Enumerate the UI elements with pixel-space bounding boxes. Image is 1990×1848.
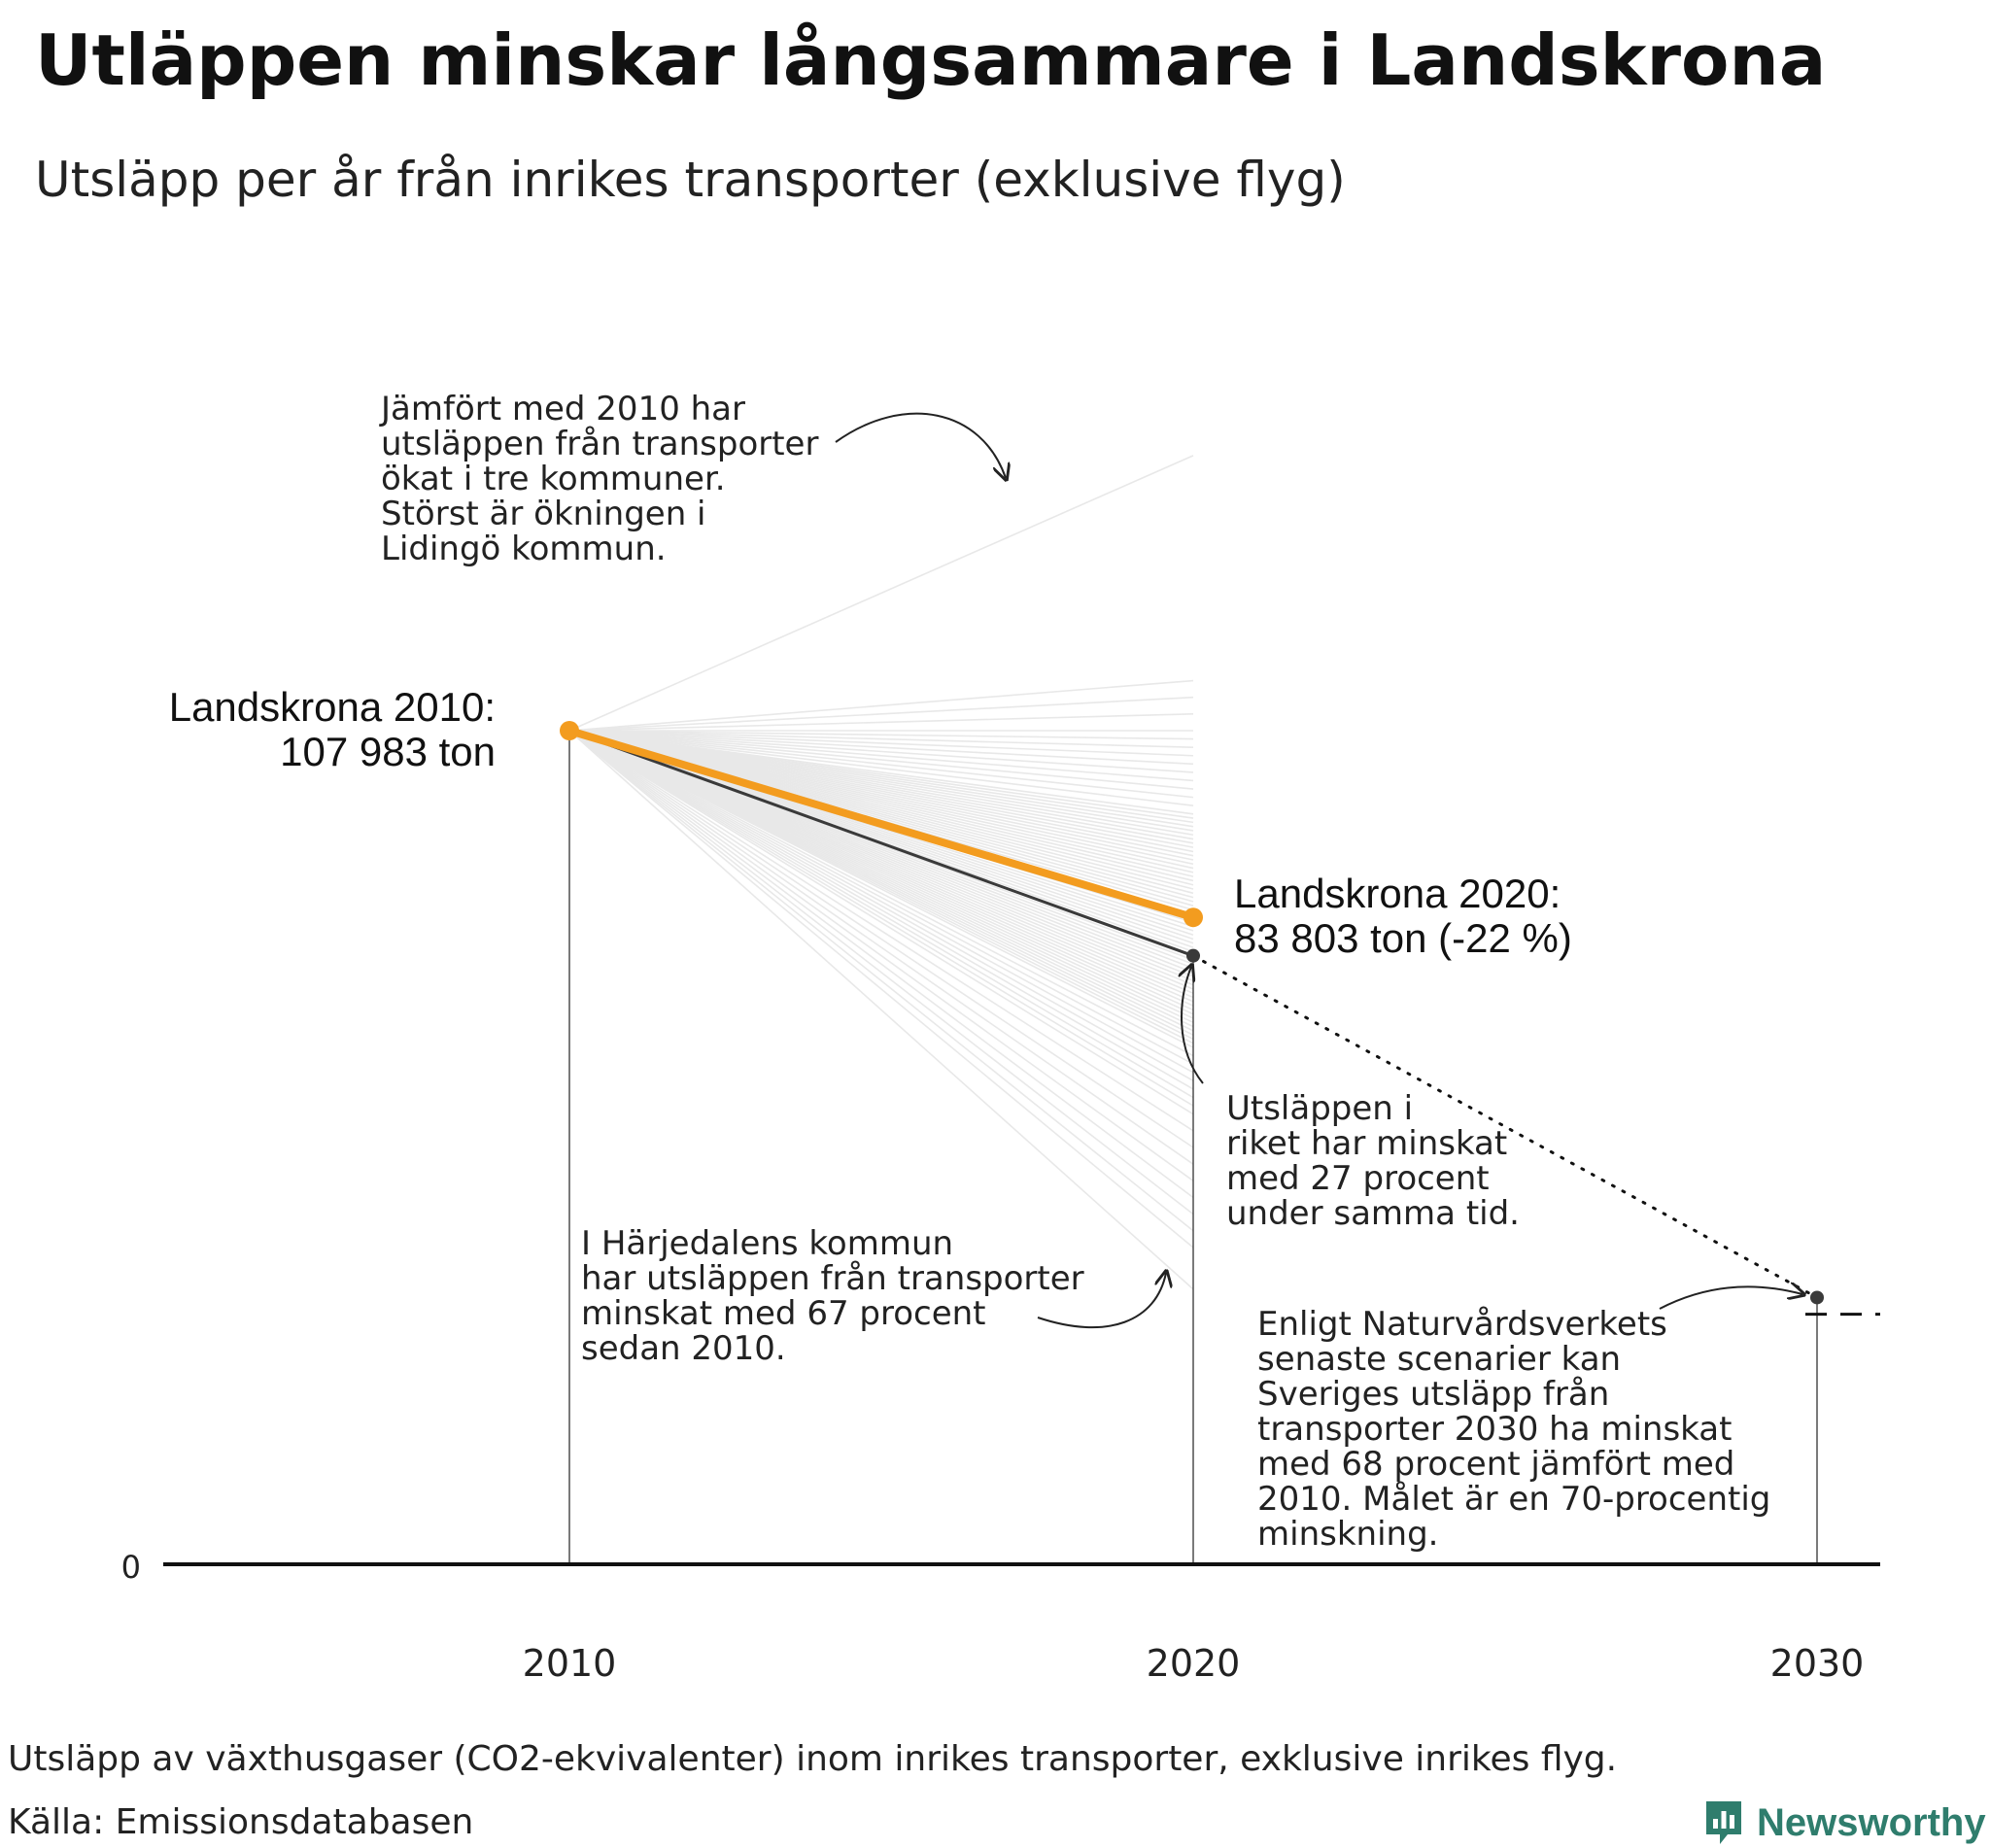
annotation-arrow-naturvard [1659, 1286, 1802, 1310]
annotation-increase: Jämfört med 2010 har utsläppen från tran… [381, 390, 819, 568]
x-tick-label-2030: 2030 [1770, 1642, 1865, 1685]
callout-landskrona-2020: Landskrona 2020: 83 803 ton (-22 %) [1234, 871, 1572, 961]
x-tick-label-2010: 2010 [523, 1642, 617, 1685]
series-marks [560, 721, 1880, 1317]
municipality-line [568, 730, 1194, 748]
municipality-line [568, 730, 1194, 1082]
annotation-naturvardsverket: Enligt Naturvårdsverkets senaste scenari… [1257, 1305, 1771, 1554]
municipality-line [568, 730, 1194, 1148]
municipality-line [568, 730, 1194, 790]
annotation-harjedalen: I Härjedalens kommun har utsläppen från … [581, 1224, 1084, 1368]
brand-name: Newsworthy [1757, 1800, 1986, 1844]
municipality-line [568, 730, 1194, 1107]
municipality-line [568, 730, 1194, 807]
riket-point-2030 [1810, 1290, 1824, 1305]
municipality-lines [568, 455, 1194, 1290]
annotation-arrow-riket [1182, 967, 1204, 1084]
newsworthy-logo-icon [1706, 1801, 1741, 1844]
riket-scenario-line [1191, 954, 1819, 1299]
municipality-line [568, 730, 1194, 1048]
municipality-line [568, 713, 1194, 732]
municipality-line [568, 730, 1194, 766]
x-axis: 0 2010 2020 2030 [121, 1549, 1880, 1685]
municipality-line [568, 730, 1194, 799]
municipality-line [568, 730, 1194, 1181]
municipality-line [568, 730, 1194, 782]
municipality-line [568, 679, 1194, 732]
annotation-arrow-harjedalen [1037, 1273, 1166, 1329]
y-tick-label-0: 0 [121, 1549, 141, 1586]
municipality-line [568, 730, 1194, 1115]
municipality-line [568, 455, 1194, 732]
chart-subtitle: Utsläpp per år från inrikes transporter … [35, 152, 1346, 208]
year-guides [568, 731, 1818, 1564]
municipality-line [568, 730, 1194, 740]
municipality-line [568, 730, 1194, 1065]
municipality-line [568, 730, 1194, 1090]
municipality-line [568, 730, 1194, 1057]
municipality-line [568, 730, 1194, 1290]
landskrona-point-2020 [1184, 907, 1203, 928]
municipality-line [568, 730, 1194, 1249]
municipality-line [568, 730, 1194, 1132]
municipality-line [568, 730, 1194, 1199]
footnote: Utsläpp av växthusgaser (CO2-ekvivalente… [8, 1739, 1618, 1779]
chart-title: Utläppen minskar långsammare i Landskron… [35, 19, 1827, 101]
source-note: Källa: Emissionsdatabasen [8, 1802, 474, 1842]
riket-line [568, 729, 1194, 958]
municipality-line [568, 730, 1194, 1165]
municipality-line [568, 730, 1194, 757]
riket-point-2020 [1186, 948, 1200, 963]
annotation-riket: Utsläppen i riket har minskat med 27 pro… [1226, 1089, 1520, 1233]
callout-landskrona-2010: Landskrona 2010: 107 983 ton [168, 684, 496, 774]
municipality-line [568, 730, 1194, 1099]
landskrona-line [566, 727, 1197, 922]
annotation-arrow-top [835, 412, 1006, 478]
annotation-arrows [835, 412, 1802, 1329]
municipality-line [568, 730, 1194, 1215]
municipality-line [568, 696, 1194, 732]
brand-logo: Newsworthy [1702, 1797, 1986, 1848]
municipality-line [568, 730, 1194, 773]
landskrona-point-2010 [560, 721, 579, 740]
municipality-line [568, 730, 1194, 1232]
municipality-line [568, 730, 1194, 1074]
x-tick-label-2020: 2020 [1147, 1642, 1241, 1685]
